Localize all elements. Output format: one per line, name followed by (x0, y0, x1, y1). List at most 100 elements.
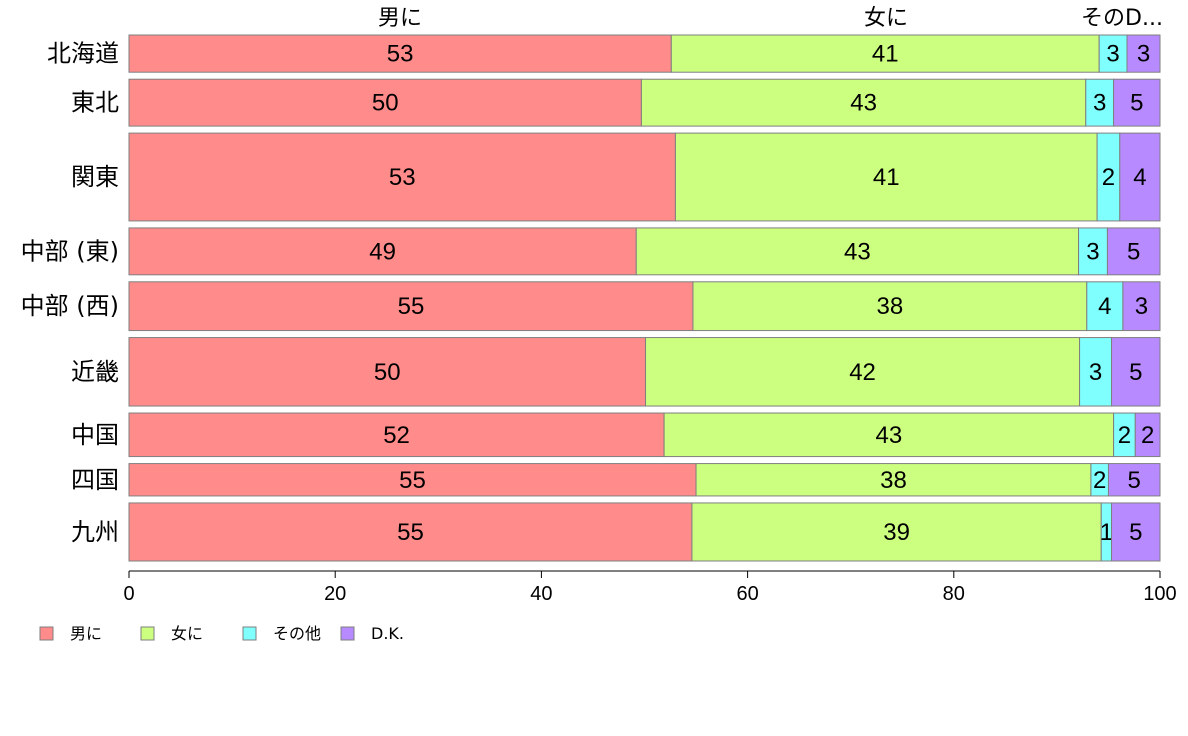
category-label: 中部 (東) (21, 237, 119, 265)
data-label: 2 (1102, 164, 1115, 191)
data-label: 55 (398, 293, 425, 320)
bar-row: 近畿 50 42 3 5 (71, 337, 1161, 407)
bar-segment (640, 78, 1087, 127)
bar-row: 北海道 53 41 3 3 (47, 34, 1161, 73)
category-label: 北海道 (47, 40, 119, 68)
bar-segment (635, 227, 1080, 276)
data-label: 2 (1141, 422, 1154, 449)
bar-segment (128, 78, 642, 127)
legend-swatch (242, 626, 257, 641)
legend-swatch (340, 626, 355, 641)
bar-segment (128, 281, 694, 332)
bar-segment (128, 502, 693, 562)
data-label: 39 (883, 519, 910, 546)
data-label: 55 (399, 467, 426, 494)
data-label: 5 (1127, 238, 1140, 265)
x-tick-label: 0 (123, 583, 134, 605)
bar-segment (1111, 337, 1161, 407)
category-label: 中部 (西) (21, 292, 119, 320)
bar-segment (663, 412, 1115, 458)
data-label: 5 (1130, 90, 1143, 117)
data-label: 38 (880, 467, 907, 494)
bar-segment (128, 132, 676, 222)
bar-row: 四国 55 38 2 5 (71, 463, 1161, 497)
data-label: 43 (850, 90, 877, 117)
bar-segment (692, 281, 1088, 332)
data-label: 49 (369, 238, 396, 265)
legend-label: 男に (70, 624, 102, 643)
data-label: 41 (872, 41, 899, 68)
category-label: 中国 (71, 421, 119, 449)
top-label-male: 男に (378, 6, 422, 31)
x-tick-label: 60 (736, 583, 758, 605)
data-label: 42 (849, 359, 876, 386)
bar-segment (1085, 78, 1115, 127)
data-label: 55 (397, 519, 424, 546)
data-label: 1 (1100, 519, 1113, 546)
top-label-other-dk: そのD... (1081, 6, 1163, 31)
data-label: 5 (1128, 467, 1141, 494)
legend-label: その他 (273, 624, 321, 643)
data-label: 5 (1129, 359, 1142, 386)
bar-segment (1119, 132, 1161, 222)
bar-segment (1134, 412, 1161, 458)
bar-segment (1079, 337, 1113, 407)
bar-rows: 北海道 53 41 3 3東北 50 43 3 5関東 53 41 2 4中部 (東) 49 43 3 5中部 … (21, 34, 1161, 562)
bar-segment (674, 132, 1098, 222)
data-label: 5 (1129, 519, 1142, 546)
bar-segment (1078, 227, 1108, 276)
data-label: 43 (875, 422, 902, 449)
data-label: 2 (1093, 467, 1106, 494)
top-label-female: 女に (864, 6, 908, 31)
bar-row: 九州 55 39 1 5 (71, 502, 1161, 562)
legend-swatch (140, 626, 155, 641)
bar-segment (128, 412, 665, 458)
legend-item: 女に (140, 624, 203, 643)
bar-segment (695, 463, 1092, 497)
x-tick-label: 40 (530, 583, 552, 605)
legend-label: D.K. (371, 624, 404, 643)
x-axis: 0 20 40 60 80 100 (123, 570, 1177, 605)
data-label: 41 (873, 164, 900, 191)
data-label: 4 (1133, 164, 1146, 191)
data-label: 4 (1098, 293, 1111, 320)
category-label: 近畿 (71, 358, 119, 386)
bar-segment (1107, 463, 1161, 497)
legend-item: 男に (39, 624, 102, 643)
data-label: 52 (383, 422, 410, 449)
category-label: 九州 (71, 518, 119, 546)
bar-row: 関東 53 41 2 4 (71, 132, 1161, 222)
bar-segment (128, 463, 697, 497)
data-label: 3 (1093, 90, 1106, 117)
data-label: 50 (372, 90, 399, 117)
bar-segment (1098, 34, 1128, 73)
bar-segment (670, 34, 1100, 73)
x-tick-label: 20 (324, 583, 346, 605)
category-label: 四国 (71, 466, 119, 494)
bar-segment (1111, 502, 1161, 562)
bar-segment (1126, 34, 1161, 73)
bar-segment (1106, 227, 1161, 276)
bar-segment (1086, 281, 1124, 332)
data-label: 53 (389, 164, 416, 191)
bar-segment (128, 34, 672, 73)
bar-row: 中国 52 43 2 2 (71, 412, 1161, 458)
category-label: 関東 (71, 163, 119, 191)
data-label: 38 (877, 293, 904, 320)
legend-item: その他 (242, 624, 321, 643)
bar-segment (691, 502, 1102, 562)
legend: 男に 女に その他 D.K. (39, 624, 404, 643)
data-label: 3 (1137, 41, 1150, 68)
data-label: 50 (374, 359, 401, 386)
top-series-labels: 男に 女に そのD... (378, 6, 1163, 31)
bar-segment (1113, 78, 1161, 127)
legend-label: 女に (171, 624, 203, 643)
x-tick-label: 100 (1143, 583, 1176, 605)
legend-swatch (39, 626, 54, 641)
bar-segment (1122, 281, 1161, 332)
bar-row: 東北 50 43 3 5 (71, 78, 1161, 127)
category-label: 東北 (71, 89, 119, 117)
bar-segment (645, 337, 1081, 407)
data-label: 3 (1135, 293, 1148, 320)
